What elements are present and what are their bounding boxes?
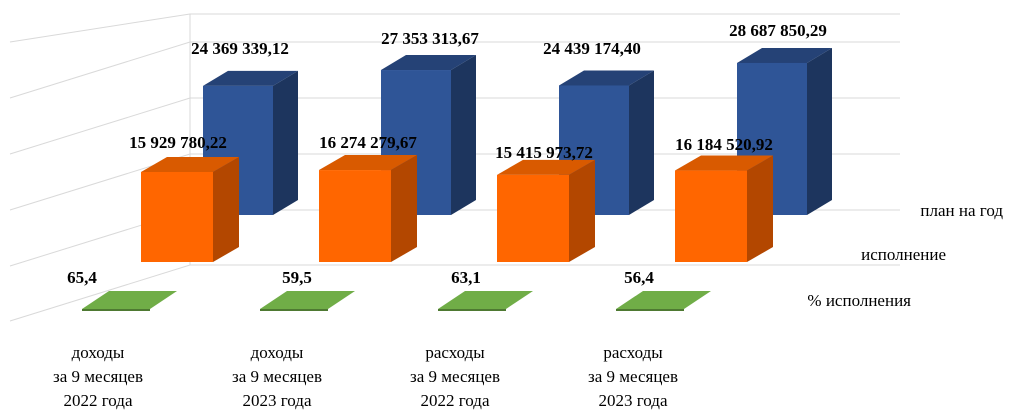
category-label: за 9 месяцев: [232, 367, 322, 386]
category-label: доходы: [251, 343, 304, 362]
data-label-execution: 16 184 520,92: [675, 135, 773, 154]
data-label-percent: 59,5: [282, 268, 312, 287]
series-name: % исполнения: [807, 291, 911, 310]
data-label-percent: 56,4: [624, 268, 654, 287]
category-label: 2022 года: [63, 391, 132, 410]
category-label: за 9 месяцев: [53, 367, 143, 386]
data-label-percent: 63,1: [451, 268, 481, 287]
data-label-execution: 15 929 780,22: [129, 133, 227, 152]
bar-execution: [319, 155, 417, 262]
category-label: расходы: [425, 343, 485, 362]
data-label-execution: 15 415 973,72: [495, 143, 593, 162]
bar-percent: [82, 291, 177, 311]
category-label: 2022 года: [420, 391, 489, 410]
bar-percent: [438, 291, 533, 311]
bar-execution: [675, 155, 773, 262]
category-label: за 9 месяцев: [410, 367, 500, 386]
series-name: исполнение: [861, 245, 946, 264]
data-labels: 24 369 339,12 27 353 313,67 24 439 174,40 2…: [67, 21, 827, 287]
category-label: за 9 месяцев: [588, 367, 678, 386]
data-label-percent: 65,4: [67, 268, 97, 287]
data-label-plan: 27 353 313,67: [381, 29, 479, 48]
series-percent-bars: [82, 291, 711, 311]
category-label: 2023 года: [598, 391, 667, 410]
data-label-execution: 16 274 279,67: [319, 133, 417, 152]
bar-execution: [141, 156, 239, 262]
series-execution-bars: [141, 155, 773, 262]
bar-percent: [260, 291, 355, 311]
gridlines: [9, 13, 900, 322]
category-label: расходы: [603, 343, 663, 362]
category-labels: доходы за 9 месяцев 2022 года доходы за 9 ме…: [53, 343, 678, 410]
bar-percent: [616, 291, 711, 311]
series-names: план на год исполнение % исполнения: [807, 201, 1003, 310]
data-label-plan: 24 369 339,12: [191, 39, 289, 58]
bar-execution: [497, 159, 595, 262]
category-label: доходы: [72, 343, 125, 362]
data-label-plan: 28 687 850,29: [729, 21, 827, 40]
category-label: 2023 года: [242, 391, 311, 410]
series-name: план на год: [920, 201, 1003, 220]
data-label-plan: 24 439 174,40: [543, 39, 641, 58]
